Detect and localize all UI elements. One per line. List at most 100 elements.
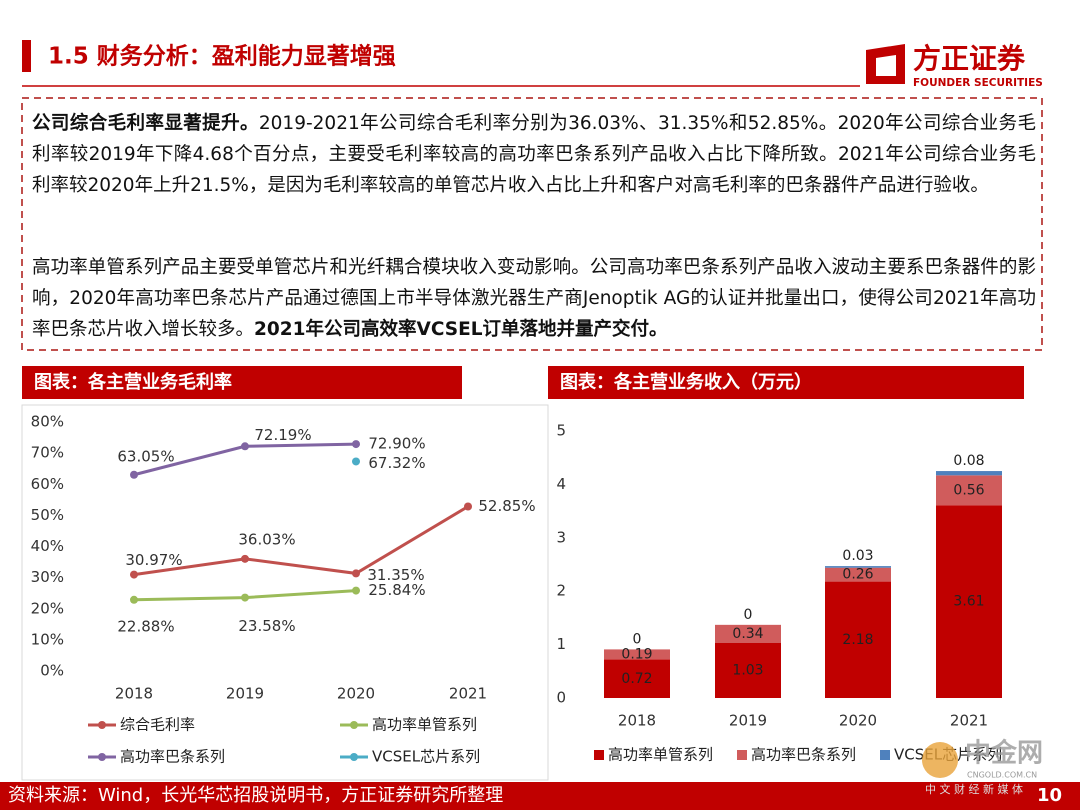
y-tick-label: 30%	[31, 568, 64, 586]
legend-marker	[98, 721, 106, 729]
bar-segment	[825, 581, 891, 698]
panel-header	[548, 366, 1024, 399]
legend-label: 高功率巴条系列	[120, 748, 225, 766]
bar-segment	[604, 649, 670, 660]
data-label: 52.85%	[478, 497, 535, 515]
bar-segment	[715, 642, 781, 698]
logo-name: 方正证券	[913, 42, 1026, 75]
logo-icon	[866, 44, 905, 84]
bar-segment	[936, 471, 1002, 476]
data-label: 0.19	[621, 646, 652, 662]
legend-marker	[350, 721, 358, 729]
legend-marker	[350, 753, 358, 761]
data-label: 0.56	[953, 482, 984, 498]
x-tick-label: 2019	[729, 712, 767, 730]
data-label: 0.08	[953, 453, 984, 469]
x-tick-label: 2018	[115, 685, 153, 703]
y-tick-label: 2	[556, 582, 566, 600]
data-label: 31.35%	[367, 566, 424, 584]
x-tick-label: 2018	[618, 712, 656, 730]
data-label: 0	[633, 631, 642, 647]
y-tick-label: 0	[556, 689, 566, 707]
legend-label: 高功率巴条系列	[751, 746, 856, 764]
legend-label: 高功率单管系列	[372, 716, 477, 734]
body: 高功率单管系列产品主要受单管芯片和光纤耦合模块收入变动影响。公司高功率巴条系列产…	[32, 257, 1036, 340]
footer-band	[0, 782, 1080, 810]
x-tick-label: 2021	[950, 712, 988, 730]
x-tick-label: 2021	[449, 685, 487, 703]
panel-header	[22, 366, 462, 399]
tail: 2021年公司高效率VCSEL订单落地并量产交付。	[254, 319, 668, 340]
y-tick-label: 4	[556, 475, 566, 493]
data-label: 72.19%	[254, 426, 311, 444]
watermark: 中金网	[965, 738, 1043, 769]
bar-segment	[825, 566, 891, 568]
source-note: 资料来源：Wind，长光华芯招股说明书，方正证券研究所整理	[8, 785, 503, 806]
data-label: 36.03%	[238, 530, 295, 548]
y-tick-label: 60%	[31, 475, 64, 493]
data-label: 0.03	[842, 548, 873, 564]
data-label: 23.58%	[238, 617, 295, 635]
data-label: 63.05%	[117, 447, 174, 465]
legend-marker	[98, 753, 106, 761]
page-title: 1.5 财务分析：盈利能力显著增强	[48, 43, 396, 70]
legend-label: VCSEL芯片系列	[372, 748, 480, 766]
data-point	[352, 586, 360, 595]
x-tick-label: 2020	[839, 712, 877, 730]
bar-segment	[936, 505, 1002, 698]
data-label: 0	[744, 607, 753, 623]
paragraph: 公司综合毛利率显著提升。2019-2021年公司综合毛利率分别为36.03%、3…	[32, 108, 1036, 201]
logo-sub: FOUNDER SECURITIES	[913, 77, 1043, 89]
watermark: 中 文 财 经 新 媒 体	[925, 782, 1023, 796]
data-point	[130, 595, 138, 604]
y-tick-label: 40%	[31, 537, 64, 555]
data-point	[352, 457, 360, 466]
text-box	[21, 97, 1043, 351]
header-mark	[22, 40, 31, 72]
watermark: CNGOLD.COM.CN	[967, 771, 1037, 780]
y-tick-label: 1	[556, 635, 566, 653]
bar-segment	[715, 624, 781, 643]
data-label: 0.34	[732, 626, 763, 642]
legend-label: 高功率单管系列	[608, 746, 713, 764]
legend-swatch	[880, 750, 890, 760]
data-label: 30.97%	[125, 551, 182, 569]
bar-segment	[936, 475, 1002, 506]
x-tick-label: 2019	[226, 685, 264, 703]
data-label: 0.72	[621, 671, 652, 687]
data-label: 1.03	[732, 662, 763, 678]
page-number: 10	[1037, 785, 1062, 806]
data-point	[352, 440, 360, 449]
body: 2019-2021年公司综合毛利率分别为36.03%、31.35%和52.85%…	[32, 113, 1036, 196]
data-label: 2.18	[842, 632, 873, 648]
y-tick-label: 20%	[31, 599, 64, 617]
x-tick-label: 2020	[337, 685, 375, 703]
y-tick-label: 50%	[31, 506, 64, 524]
bar-segment	[604, 659, 670, 698]
data-point	[352, 569, 360, 578]
data-point	[241, 593, 249, 602]
data-point	[464, 502, 472, 511]
y-tick-label: 3	[556, 528, 566, 546]
y-tick-label: 5	[556, 422, 566, 440]
series-line	[133, 505, 469, 577]
data-label: 67.32%	[368, 454, 425, 472]
y-tick-label: 10%	[31, 630, 64, 648]
legend-swatch	[594, 750, 604, 760]
data-label: 3.61	[953, 594, 984, 610]
chart-title: 图表：各主营业务毛利率	[34, 371, 232, 393]
watermark-icon	[922, 742, 958, 778]
data-point	[241, 442, 249, 451]
chart-frame	[21, 404, 549, 781]
data-point	[130, 470, 138, 479]
paragraph: 高功率单管系列产品主要受单管芯片和光纤耦合模块收入变动影响。公司高功率巴条系列产…	[32, 252, 1036, 345]
y-tick-label: 0%	[40, 662, 64, 680]
y-tick-label: 70%	[31, 444, 64, 462]
chart-title: 图表：各主营业务收入（万元）	[560, 371, 812, 393]
lead: 公司综合毛利率显著提升。	[32, 113, 259, 134]
data-point	[241, 554, 249, 563]
data-label: 25.84%	[368, 581, 425, 599]
data-label: 72.90%	[368, 435, 425, 453]
